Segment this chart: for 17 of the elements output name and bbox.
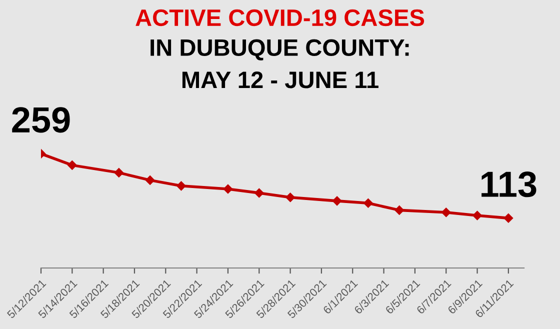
point — [364, 198, 373, 208]
point — [504, 214, 514, 223]
point — [332, 196, 342, 206]
chart-title: ACTIVE COVID-19 CASES — [136, 9, 424, 26]
point — [441, 208, 451, 218]
chart-subtitle: IN DUBUQUE COUNTY: MAY 12 - JUNE 11 — [150, 39, 409, 88]
point — [394, 206, 404, 215]
point — [68, 160, 77, 170]
point — [472, 210, 482, 220]
point — [176, 181, 186, 191]
data-label: 259 — [12, 107, 70, 133]
point — [254, 188, 264, 198]
data-label: 113 — [482, 172, 536, 198]
point — [286, 192, 295, 202]
point — [114, 168, 124, 178]
point — [145, 176, 155, 185]
point — [223, 184, 233, 194]
